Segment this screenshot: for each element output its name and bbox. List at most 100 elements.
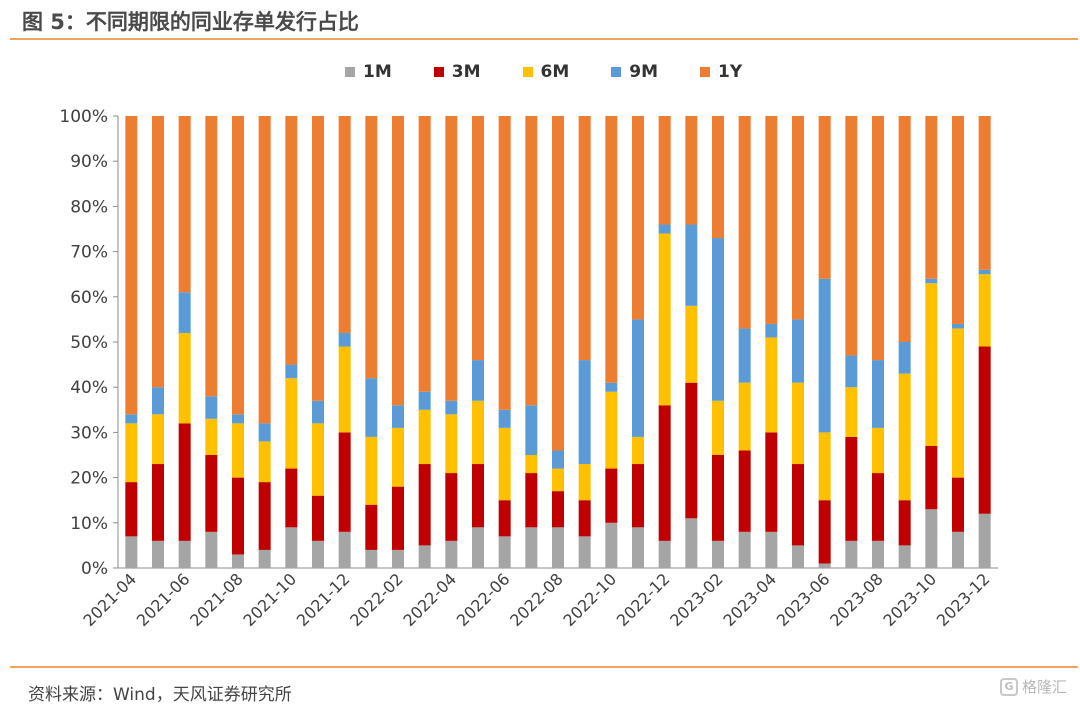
bar-segment-1m-2022-02 bbox=[392, 549, 404, 568]
bar-segment-3m-2021-04 bbox=[125, 482, 138, 537]
bar-segment-1m-2022-10 bbox=[605, 522, 618, 568]
legend-swatch-9m bbox=[611, 67, 622, 77]
bar-segment-1m-2023-09 bbox=[898, 545, 911, 568]
bar-segment-6m-2023-12 bbox=[978, 274, 991, 347]
bar-segment-1m-2021-10 bbox=[285, 527, 298, 568]
bar-segment-6m-2022-04 bbox=[445, 414, 458, 474]
bar-segment-1m-2022-08 bbox=[552, 527, 564, 568]
y-tick-label: 50% bbox=[70, 333, 108, 353]
bar-segment-3m-2023-09 bbox=[898, 500, 911, 546]
bar-segment-9m-2021-07 bbox=[205, 396, 218, 419]
bar-segment-1y-2022-04 bbox=[445, 116, 458, 401]
bar-segment-9m-2023-01 bbox=[685, 224, 698, 306]
bar-segment-1y-2021-06 bbox=[178, 116, 191, 293]
legend-label-9m: 9M bbox=[629, 62, 658, 82]
bar-segment-9m-2021-09 bbox=[258, 423, 271, 442]
bar-segment-1y-2022-12 bbox=[658, 116, 671, 225]
bar-segment-1m-2022-06 bbox=[498, 536, 511, 568]
bar-segment-3m-2022-01 bbox=[365, 504, 378, 550]
y-tick-label: 60% bbox=[70, 288, 108, 308]
x-tick-label: 2021-12 bbox=[293, 569, 354, 630]
bar-segment-1y-2022-05 bbox=[472, 116, 484, 361]
bar-segment-6m-2021-07 bbox=[205, 418, 218, 455]
bar-segment-1y-2023-12 bbox=[978, 116, 991, 270]
x-tick-label: 2021-06 bbox=[133, 569, 194, 630]
bar-segment-3m-2021-08 bbox=[232, 477, 244, 555]
bar-segment-1m-2023-08 bbox=[872, 540, 884, 568]
bar-segment-1y-2023-03 bbox=[738, 116, 751, 329]
bar-segment-3m-2022-07 bbox=[525, 473, 538, 528]
bar-segment-1m-2023-01 bbox=[685, 518, 698, 568]
bar-segment-9m-2021-05 bbox=[152, 387, 164, 415]
x-tick-label: 2022-06 bbox=[453, 569, 514, 630]
bar-segment-1m-2023-10 bbox=[925, 509, 938, 568]
bar-segment-3m-2022-03 bbox=[418, 464, 431, 546]
bar-segment-9m-2021-11 bbox=[312, 400, 324, 424]
bar-segment-3m-2021-11 bbox=[312, 495, 324, 541]
y-tick-label: 0% bbox=[81, 559, 108, 579]
legend-item-9m: 9M bbox=[611, 62, 658, 82]
bar-segment-6m-2023-01 bbox=[685, 305, 698, 383]
bar-segment-6m-2023-07 bbox=[845, 387, 858, 437]
bar-segment-3m-2023-01 bbox=[685, 382, 698, 519]
bar-segment-1m-2021-06 bbox=[178, 540, 191, 568]
bar-segment-9m-2021-10 bbox=[285, 364, 298, 379]
bar-segment-3m-2023-02 bbox=[712, 455, 724, 541]
x-tick-label: 2023-04 bbox=[719, 569, 780, 630]
bar-segment-1m-2023-12 bbox=[978, 513, 991, 568]
bar-segment-1y-2023-04 bbox=[765, 116, 778, 324]
bar-segment-1m-2021-07 bbox=[205, 531, 218, 568]
bar-segment-6m-2022-06 bbox=[498, 427, 511, 501]
bar-segment-6m-2021-11 bbox=[312, 423, 324, 496]
bar-segment-1m-2022-01 bbox=[365, 549, 378, 568]
bar-segment-6m-2022-12 bbox=[658, 233, 671, 406]
bar-segment-9m-2023-07 bbox=[845, 355, 858, 388]
bar-segment-6m-2022-10 bbox=[605, 391, 618, 469]
bar-segment-3m-2022-02 bbox=[392, 486, 404, 550]
bar-segment-3m-2021-12 bbox=[338, 432, 351, 532]
bar-segment-1m-2023-06 bbox=[818, 563, 831, 568]
x-tick-label: 2023-02 bbox=[666, 569, 727, 630]
bar-segment-1y-2021-11 bbox=[312, 116, 324, 401]
bar-segment-1y-2023-06 bbox=[818, 116, 831, 279]
y-tick-label: 20% bbox=[70, 469, 108, 489]
bar-segment-1y-2023-01 bbox=[685, 116, 698, 225]
bar-segment-1m-2023-05 bbox=[792, 545, 804, 568]
watermark-text: 格隆汇 bbox=[1022, 678, 1068, 696]
stacked-bar-chart: 0%10%20%30%40%50%60%70%80%90%100%2021-04… bbox=[59, 107, 998, 630]
bar-segment-1m-2021-08 bbox=[232, 554, 244, 568]
bar-segment-6m-2021-12 bbox=[338, 346, 351, 433]
bar-segment-6m-2021-10 bbox=[285, 378, 298, 469]
bar-segment-9m-2022-04 bbox=[445, 400, 458, 415]
bar-segment-9m-2022-06 bbox=[498, 409, 511, 428]
bar-segment-1m-2023-11 bbox=[952, 531, 964, 568]
y-tick-label: 30% bbox=[70, 423, 108, 443]
bar-segment-3m-2021-05 bbox=[152, 464, 164, 541]
bar-segment-9m-2022-08 bbox=[552, 450, 564, 469]
bar-segment-3m-2023-07 bbox=[845, 436, 858, 541]
bar-segment-9m-2023-08 bbox=[872, 360, 884, 428]
bar-segment-9m-2022-01 bbox=[365, 378, 378, 437]
legend-swatch-1m bbox=[345, 67, 355, 77]
legend-label-6m: 6M bbox=[540, 62, 570, 82]
y-tick-label: 100% bbox=[59, 107, 108, 127]
bar-segment-1y-2022-06 bbox=[498, 116, 511, 410]
bar-segment-1m-2022-12 bbox=[658, 540, 671, 568]
bar-segment-3m-2022-06 bbox=[498, 500, 511, 537]
bar-segment-1m-2022-09 bbox=[578, 536, 591, 568]
bar-segment-6m-2022-03 bbox=[418, 409, 431, 465]
bar-segment-1m-2023-04 bbox=[765, 531, 778, 568]
bar-segment-6m-2022-08 bbox=[552, 468, 564, 492]
bar-segment-1m-2021-09 bbox=[258, 549, 271, 568]
bar-segment-1y-2022-10 bbox=[605, 116, 618, 383]
bar-segment-6m-2022-11 bbox=[632, 436, 644, 465]
y-tick-label: 40% bbox=[70, 378, 108, 398]
bar-segment-1m-2022-11 bbox=[632, 527, 644, 568]
x-tick-label: 2021-10 bbox=[239, 569, 300, 630]
x-tick-label: 2022-08 bbox=[506, 569, 567, 630]
bar-segment-1y-2023-09 bbox=[898, 116, 911, 342]
bar-segment-6m-2022-01 bbox=[365, 436, 378, 505]
bar-segment-1y-2023-07 bbox=[845, 116, 858, 356]
bar-segment-6m-2023-02 bbox=[712, 400, 724, 455]
bar-segment-1y-2021-05 bbox=[152, 116, 164, 388]
